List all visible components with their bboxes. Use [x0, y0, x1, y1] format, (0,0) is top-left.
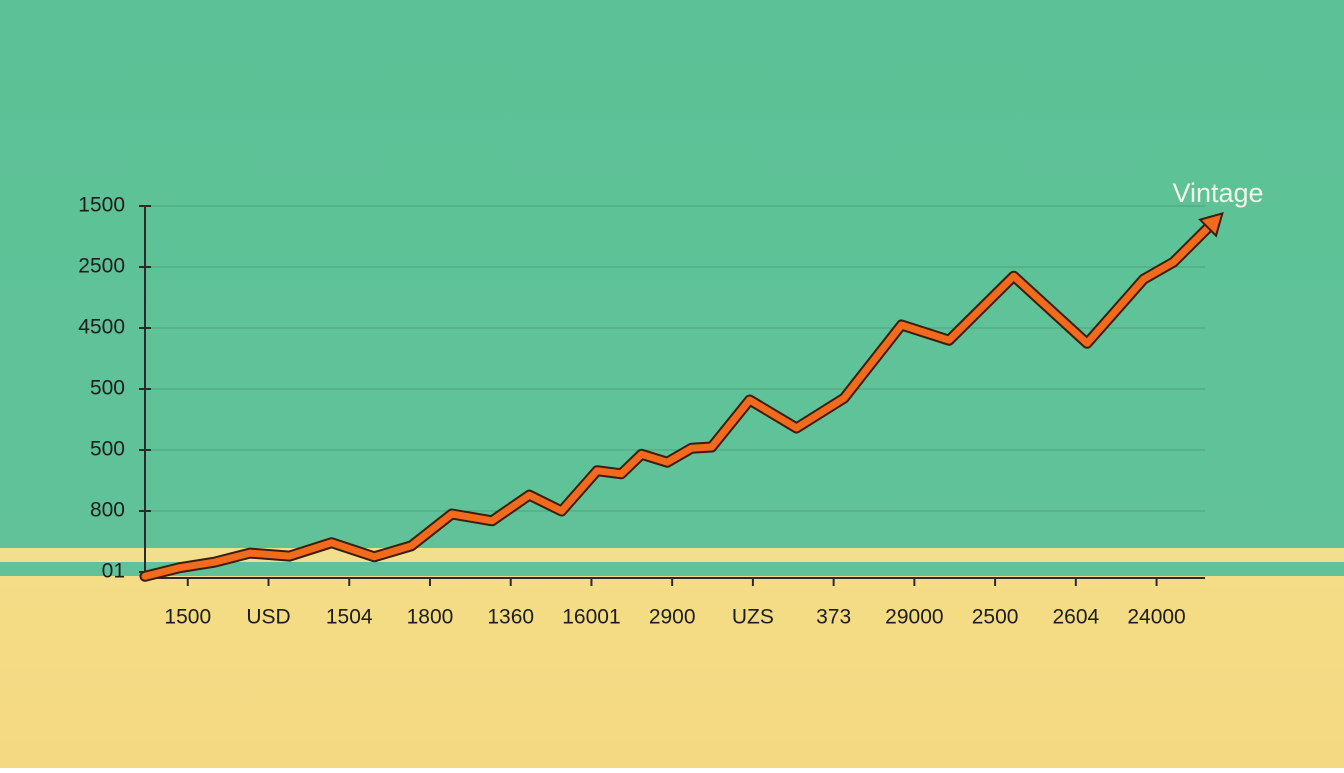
x-tick-label: 2500 — [972, 606, 1019, 629]
x-tick-label: 24000 — [1127, 606, 1185, 629]
y-tick-label: 500 — [90, 438, 125, 461]
y-tick-label: 500 — [90, 377, 125, 400]
y-tick-label: 1500 — [78, 194, 125, 217]
x-tick-label: 373 — [816, 606, 851, 629]
x-tick-label: 1500 — [164, 606, 211, 629]
x-tick-label: 2900 — [649, 606, 696, 629]
line — [141, 218, 1218, 580]
annotation: Vintage — [1172, 178, 1263, 208]
x-tick-label: 1800 — [407, 606, 454, 629]
ground — [0, 576, 1344, 768]
x-tick-label: USD — [246, 606, 290, 629]
y-tick-label: 2500 — [78, 255, 125, 278]
x-tick-label: 2604 — [1052, 606, 1099, 629]
y-tick-label: 4500 — [78, 316, 125, 339]
band — [0, 548, 1344, 562]
y-tick-label: 01 — [102, 560, 125, 583]
x-tick-label: 1504 — [326, 606, 373, 629]
x-tick-label: UZS — [732, 606, 774, 629]
x-tick-label: 1360 — [487, 606, 534, 629]
y-tick-label: 800 — [90, 499, 125, 522]
arrow-head — [1198, 211, 1224, 238]
x-tick-label: 16001 — [562, 606, 620, 629]
x-tick-label: 29000 — [885, 606, 943, 629]
